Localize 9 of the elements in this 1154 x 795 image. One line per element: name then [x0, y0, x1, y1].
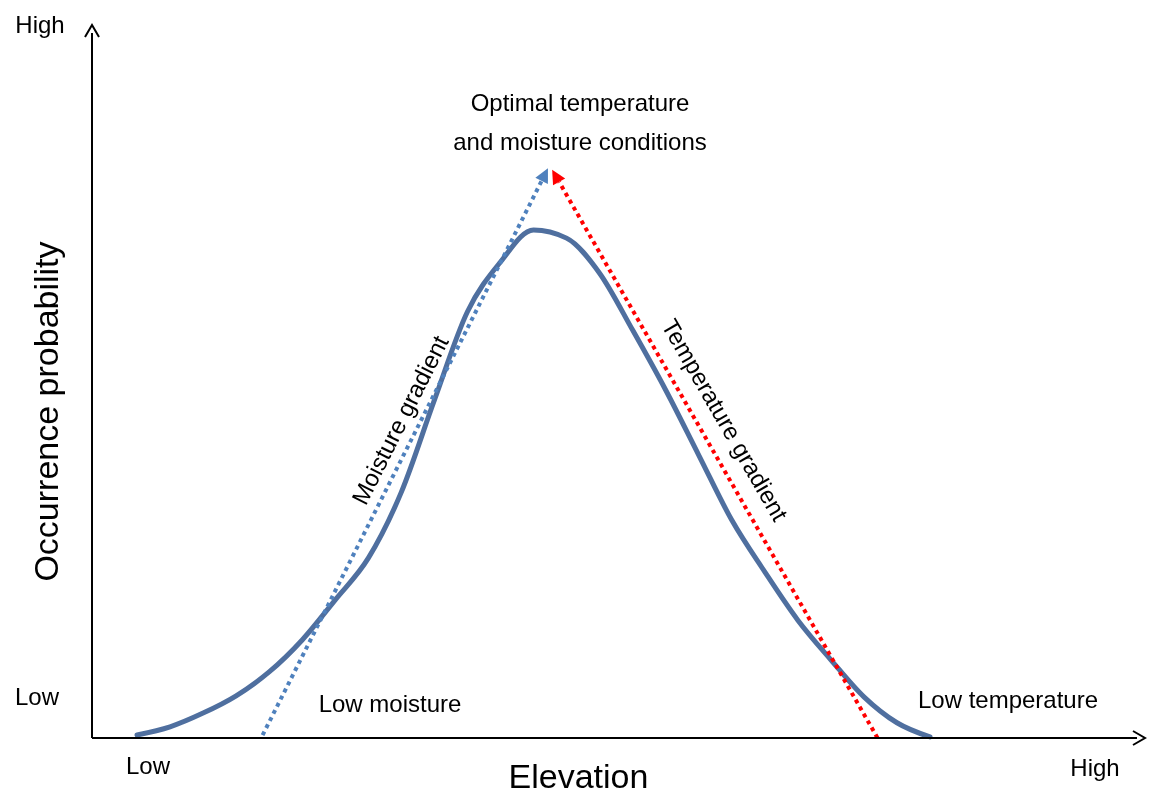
annotation: Low temperature: [917, 686, 1099, 714]
text: Low: [125, 752, 171, 780]
text: Low: [14, 683, 60, 711]
text: Optimal temperature and moisture conditions: [453, 89, 707, 155]
text: High: [1070, 754, 1120, 782]
y-axis-title: Occurrence probability: [27, 241, 65, 582]
text: High: [15, 11, 65, 39]
annotation: Low moisture: [318, 690, 462, 718]
x-axis-title: Elevation: [508, 757, 649, 795]
